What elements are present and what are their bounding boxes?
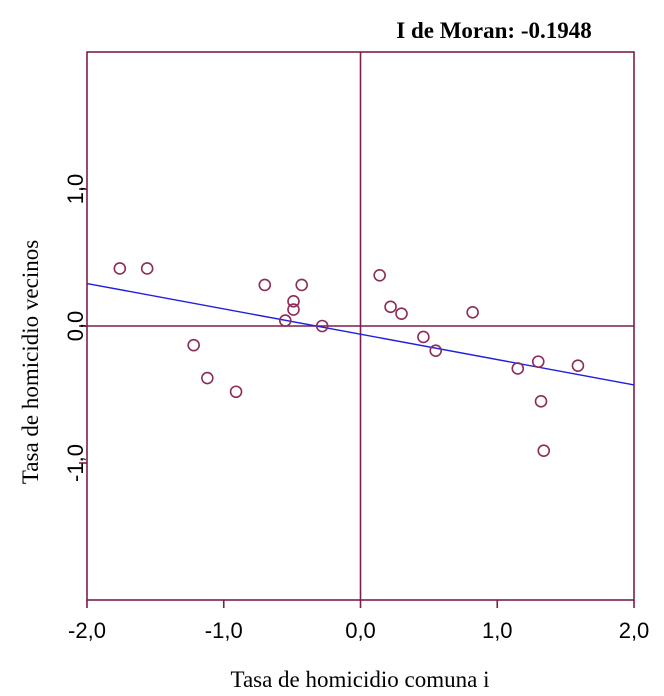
data-point-4 <box>229 385 243 399</box>
data-point-11 <box>373 269 386 282</box>
plot-area: -2,0 -1,0 0,0 1,0 2,0 -1,0 0,0 1,0 <box>63 51 650 643</box>
data-point-2 <box>187 338 200 352</box>
chart-title: I de Moran: -0.1948 <box>396 18 591 43</box>
data-point-15 <box>429 344 443 357</box>
data-point-5 <box>258 278 272 292</box>
x-axis-label: Tasa de homicidio comuna i <box>231 667 490 692</box>
y-tick-label-2: 1,0 <box>63 174 88 205</box>
y-tick-label-0: -1,0 <box>63 444 88 482</box>
data-point-18 <box>531 355 545 368</box>
x-tick-label-3: 1,0 <box>482 618 513 643</box>
data-point-0 <box>113 262 127 275</box>
regression-line <box>86 282 635 386</box>
data-point-12 <box>384 300 397 314</box>
data-point-8 <box>287 303 300 316</box>
data-point-13 <box>395 307 408 320</box>
data-point-6 <box>278 314 292 327</box>
data-point-17 <box>511 362 525 375</box>
data-point-7 <box>287 295 300 308</box>
data-point-16 <box>466 305 479 319</box>
x-tick-label-1: -1,0 <box>205 618 243 643</box>
data-point-20 <box>537 444 551 457</box>
x-tick-label-4: 2,0 <box>619 618 650 643</box>
data-point-21 <box>571 359 585 373</box>
data-point-14 <box>417 330 430 344</box>
data-point-9 <box>295 278 308 292</box>
data-point-1 <box>140 262 154 275</box>
y-tick-label-1: 0,0 <box>63 311 88 342</box>
data-point-3 <box>201 371 214 385</box>
data-point-19 <box>534 395 548 408</box>
x-tick-label-2: 0,0 <box>345 618 376 643</box>
data-point-10 <box>315 319 329 333</box>
x-tick-label-0: -2,0 <box>68 618 106 643</box>
y-axis-label: Tasa de homicidio vecinos <box>18 240 43 484</box>
